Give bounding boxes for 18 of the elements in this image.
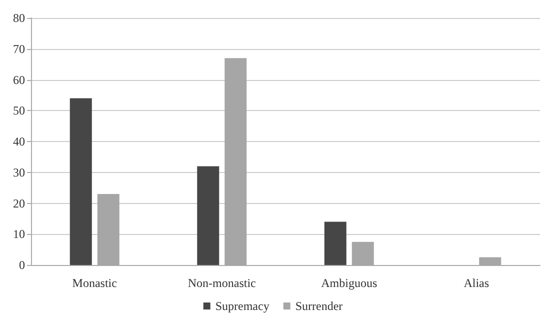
y-tick-label: 80	[13, 11, 25, 25]
y-tick-label: 10	[13, 227, 25, 242]
y-tick-label: 70	[13, 42, 25, 56]
x-tick-label: Alias	[464, 276, 490, 290]
legend-label: Supremacy	[215, 299, 270, 313]
y-tick-label: 20	[13, 196, 25, 210]
bar	[324, 222, 346, 265]
y-tick-label: 0	[19, 258, 25, 272]
y-tick-label: 50	[13, 104, 25, 118]
bar	[197, 166, 220, 265]
y-tick-label: 30	[13, 165, 25, 180]
bar	[70, 98, 92, 265]
y-tick-label: 60	[13, 72, 25, 87]
legend-label: Surrender	[295, 299, 343, 313]
x-tick-label: Ambiguous	[321, 276, 378, 290]
x-tick-label: Non-monastic	[188, 276, 256, 290]
x-tick-label: Monastic	[72, 276, 117, 290]
y-tick-label: 40	[13, 134, 25, 148]
